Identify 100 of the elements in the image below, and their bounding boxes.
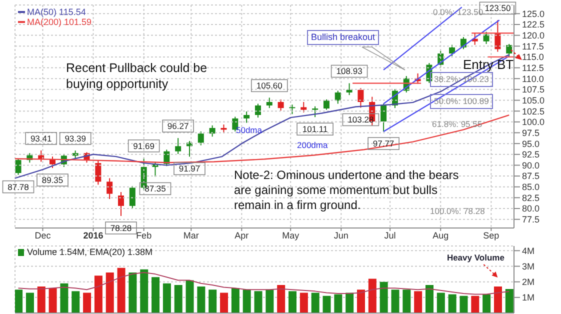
- bar: [300, 292, 308, 313]
- bar: [425, 284, 434, 313]
- candlestick: [118, 192, 124, 216]
- x-tick-label: Apr: [234, 230, 249, 240]
- bar: [186, 280, 194, 313]
- bar: [15, 290, 23, 313]
- bar: [60, 283, 68, 313]
- y-tick-label: 97.5: [522, 128, 540, 138]
- annotation: 108.93: [336, 66, 363, 76]
- bar: [391, 290, 400, 313]
- bar: [26, 292, 34, 313]
- y-tick-label: 125.0: [522, 8, 545, 19]
- y-tick-label: 1M: [522, 292, 535, 303]
- annotation: 200dma: [297, 140, 329, 151]
- y-tick-label: 115.0: [522, 52, 544, 62]
- annotation: 50.0%: 100.89: [430, 94, 493, 109]
- bar: [37, 286, 46, 313]
- annotation: 50dma: [236, 125, 263, 136]
- y-tick-label: 105.0: [522, 95, 545, 106]
- candlestick: [289, 104, 296, 115]
- line-series: [15, 114, 510, 164]
- y-tick-label: 85.0: [522, 182, 540, 192]
- candlestick: [380, 103, 387, 132]
- annotation: Heavy Volume: [446, 252, 505, 263]
- candlestick: [95, 160, 102, 186]
- bar: [414, 291, 422, 313]
- annotation: 61.8%: 95.55: [432, 119, 484, 130]
- bar: [48, 288, 57, 313]
- bar: [128, 272, 137, 313]
- bar: [83, 292, 92, 313]
- y-tick-label: 77.5: [522, 214, 540, 225]
- y-tick-label: 95.0: [522, 138, 540, 149]
- bar: [471, 296, 480, 313]
- bar: [334, 294, 342, 313]
- x-tick-label: Jul: [384, 230, 396, 240]
- candlestick: [300, 101, 307, 113]
- y-tick-label: 102.5: [522, 106, 545, 116]
- y-tick-label: 107.5: [522, 84, 545, 95]
- legend-title: Volume 1.54M, EMA(20) 1.38M: [26, 247, 153, 257]
- candlestick: [483, 31, 490, 44]
- annotation: 91.97: [178, 164, 200, 174]
- bar: [346, 292, 354, 313]
- bar: [311, 292, 320, 313]
- annotation: 100.0%: 78.28: [430, 206, 486, 217]
- bar: [266, 290, 274, 313]
- x-tick-label: May: [282, 230, 300, 240]
- candlestick: [266, 97, 272, 109]
- bar: [357, 290, 366, 313]
- annotation: 101.11: [302, 124, 328, 134]
- bar: [402, 290, 411, 313]
- y-tick-label: 120.0: [522, 30, 545, 41]
- annotation: Recent Pullback could be buying opportunity: [66, 61, 208, 92]
- candlestick: [15, 158, 22, 176]
- candlestick: [244, 111, 250, 124]
- y-tick-label: 4M: [522, 246, 535, 256]
- annotation: 96.27: [167, 121, 189, 132]
- x-tick-label: 2016: [83, 230, 104, 240]
- x-tick-label: Sep: [483, 230, 500, 240]
- y-tick-label: 3M: [522, 261, 535, 272]
- candlestick: [209, 124, 216, 138]
- bar: [494, 286, 502, 313]
- candlestick: [175, 138, 182, 154]
- bar: [117, 268, 126, 313]
- annotation: 87.78: [8, 182, 30, 192]
- bar: [72, 291, 80, 313]
- annotation: 123.50: [484, 3, 511, 14]
- y-tick-label: 87.5: [522, 171, 540, 182]
- legend-label: MA(50) 115.54: [26, 7, 87, 17]
- bar: [288, 291, 297, 313]
- x-tick-label: Feb: [136, 230, 152, 240]
- bar: [106, 272, 114, 313]
- x-tick-label: Mar: [183, 230, 199, 240]
- bar: [505, 289, 514, 313]
- bar: [208, 290, 217, 313]
- bar: [231, 288, 240, 313]
- candlestick: [506, 43, 512, 58]
- y-tick-label: 92.5: [522, 150, 540, 160]
- candlestick: [346, 82, 352, 96]
- bar: [436, 292, 445, 313]
- bar: [174, 284, 182, 313]
- annotation: Bullish breakout: [307, 30, 380, 46]
- candlestick: [358, 88, 364, 108]
- annotation: 103.28: [348, 114, 374, 125]
- bar: [140, 269, 148, 313]
- candlestick: [198, 130, 204, 146]
- bar: [162, 283, 171, 313]
- x-tick-label: Dec: [34, 230, 52, 240]
- y-tick-label: 112.5: [522, 62, 544, 73]
- y-tick-label: 80.0: [522, 204, 540, 214]
- candlestick: [312, 106, 318, 118]
- x-tick-label: Jun: [334, 230, 348, 240]
- line-series: [18, 272, 510, 295]
- y-tick-label: 122.5: [522, 20, 545, 30]
- bar: [482, 294, 491, 313]
- x-tick-label: Aug: [432, 230, 449, 240]
- candlestick: [323, 98, 330, 110]
- bar: [322, 296, 331, 313]
- annotation: 97.77: [372, 138, 394, 149]
- y-tick-label: 82.5: [522, 192, 540, 203]
- bar: [94, 276, 102, 313]
